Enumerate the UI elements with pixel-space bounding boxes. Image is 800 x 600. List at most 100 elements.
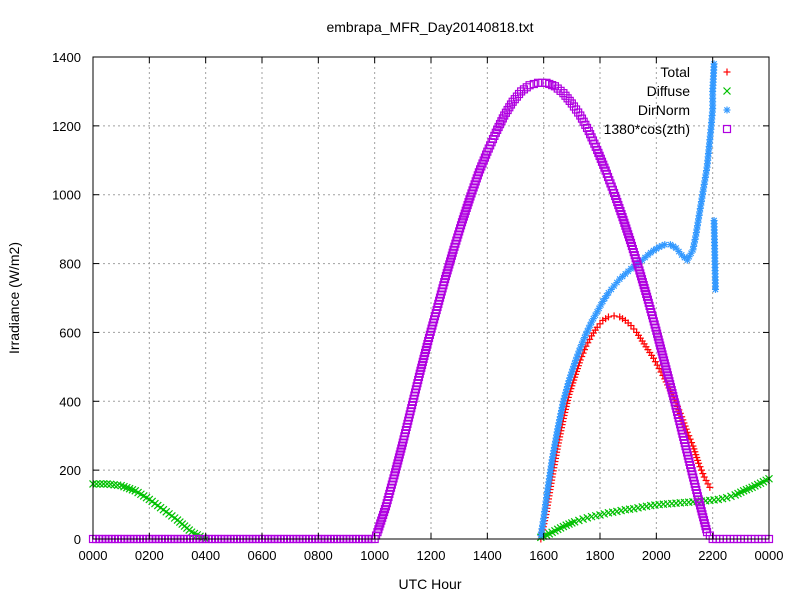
data-point: [463, 200, 472, 210]
data-point: [621, 221, 630, 230]
data-point: [458, 215, 468, 224]
data-point: [625, 233, 634, 242]
data-point: [573, 353, 581, 361]
x-tick-label: 1200: [417, 548, 446, 563]
data-point: [545, 79, 554, 89]
data-point: [512, 92, 522, 101]
data-point: [553, 84, 562, 93]
x-tick-label: 2200: [698, 548, 727, 563]
y-tick-label: 1200: [52, 119, 81, 134]
x-tick-label: 1400: [473, 548, 502, 563]
data-point: [570, 362, 578, 370]
data-point: [460, 209, 469, 218]
data-points: [88, 60, 774, 544]
legend-marker: [723, 87, 731, 95]
data-point: [620, 218, 629, 227]
data-point: [706, 483, 714, 491]
legend-label: 1380*cos(zth): [604, 121, 690, 137]
data-point: [727, 492, 735, 501]
data-point: [379, 510, 388, 519]
data-point: [459, 212, 468, 221]
x-tick-label: 0400: [191, 548, 220, 563]
data-point: [464, 198, 473, 207]
data-point: [559, 89, 568, 98]
data-point: [610, 312, 618, 320]
data-point: [380, 505, 390, 514]
series-0-points: [537, 312, 714, 543]
data-point: [711, 285, 719, 293]
legend-label: DirNorm: [638, 102, 690, 118]
x-tick-label: 1800: [586, 548, 615, 563]
data-point: [461, 206, 470, 215]
data-point: [699, 470, 707, 478]
data-point: [373, 528, 382, 537]
legend-label: Diffuse: [647, 83, 691, 99]
y-tick-label: 1000: [52, 188, 81, 203]
data-point: [374, 525, 383, 534]
x-tick-label: 0000: [79, 548, 108, 563]
legend-label: Total: [660, 64, 690, 80]
data-point: [375, 522, 384, 531]
data-point: [494, 122, 503, 132]
data-point: [578, 353, 586, 361]
data-point: [525, 81, 534, 90]
y-tick-label: 400: [59, 394, 81, 409]
legend-marker: [723, 68, 731, 76]
legend-marker: [722, 124, 732, 134]
data-point: [556, 86, 565, 95]
y-axis-title: Irradiance (W/m2): [6, 242, 22, 354]
data-point: [696, 463, 704, 471]
data-point: [99, 479, 108, 488]
data-point: [510, 95, 519, 104]
y-tick-label: 800: [59, 257, 81, 272]
data-point: [618, 212, 627, 222]
series-3-points: [88, 78, 774, 544]
data-point: [574, 516, 583, 525]
data-point: [622, 224, 631, 233]
y-tick-label: 0: [74, 532, 81, 547]
data-point: [96, 479, 104, 488]
data-point: [519, 85, 529, 94]
y-tick-label: 1400: [52, 50, 81, 65]
axis-ticks: 0000 0200 0400 0600 0800 1000 1200 1400 1600 1800…: [52, 50, 783, 563]
data-point: [377, 516, 386, 525]
data-point: [563, 399, 571, 407]
data-point: [533, 78, 543, 87]
data-point: [517, 87, 526, 96]
x-axis-title: UTC Hour: [398, 576, 461, 592]
x-tick-label: 2000: [642, 548, 671, 563]
data-point: [561, 91, 570, 100]
data-point: [563, 94, 572, 103]
chart-title: embrapa_MFR_Day20140818.txt: [326, 19, 533, 35]
data-point: [529, 79, 538, 89]
x-tick-label: 0200: [135, 548, 164, 563]
data-point: [619, 215, 628, 225]
data-point: [491, 128, 500, 137]
data-point: [697, 466, 705, 474]
data-point: [695, 459, 703, 467]
data-point: [565, 96, 574, 105]
data-point: [376, 519, 385, 528]
x-tick-label: 0800: [304, 548, 333, 563]
series-2-points: [537, 60, 719, 540]
data-point: [624, 230, 633, 239]
x-tick-label: 1600: [529, 548, 558, 563]
data-point: [379, 507, 389, 517]
data-point: [465, 195, 474, 204]
data-point: [497, 117, 506, 126]
data-point: [92, 479, 101, 488]
data-point: [570, 517, 579, 526]
data-point: [495, 120, 505, 129]
legend-marker: [723, 106, 731, 114]
x-tick-label: 1000: [360, 548, 389, 563]
data-point: [604, 313, 612, 321]
data-point: [623, 227, 632, 236]
data-point: [462, 203, 471, 213]
data-point: [514, 89, 524, 99]
data-point: [710, 60, 718, 68]
data-point: [542, 78, 551, 87]
data-point: [538, 78, 547, 87]
data-point: [457, 218, 467, 227]
